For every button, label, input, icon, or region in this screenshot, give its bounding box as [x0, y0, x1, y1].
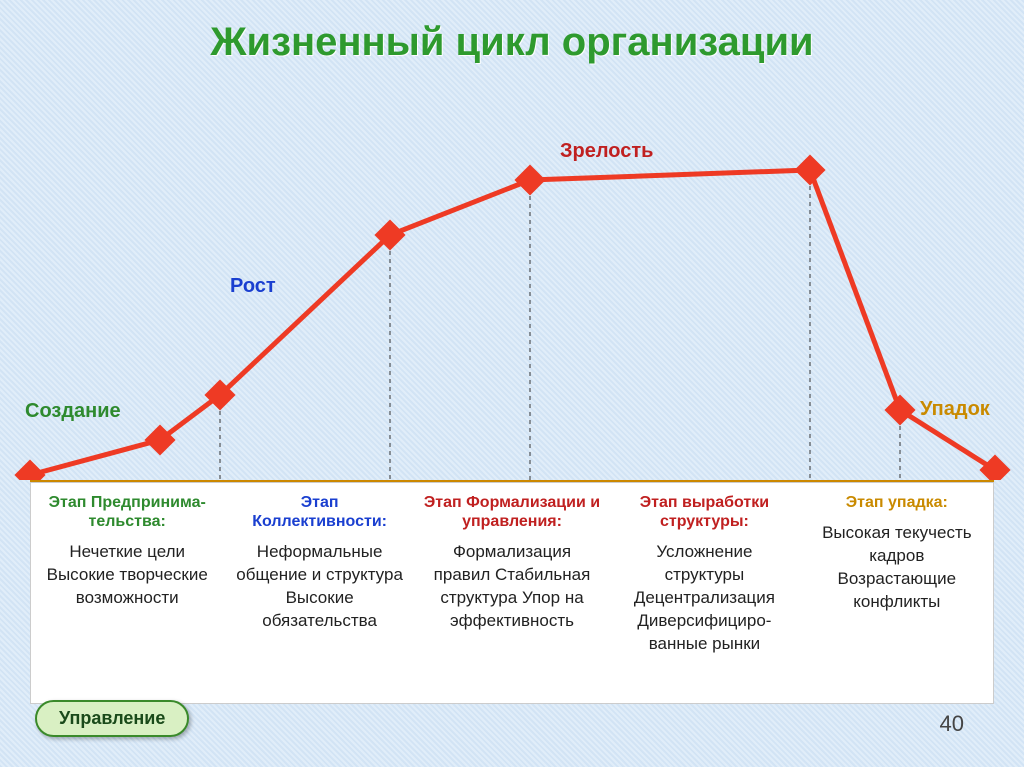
stage-label: Рост	[230, 275, 276, 298]
stage-label: Создание	[25, 400, 121, 423]
chart-marker	[884, 394, 915, 425]
stage-column: Этап упадка: Высокая текучесть кадров Воз…	[801, 483, 993, 703]
page-number: 40	[940, 711, 964, 737]
stage-column-title: Этап Коллективности:	[231, 493, 407, 531]
stage-column-body: Формализация правил Стабильная структура…	[424, 541, 600, 633]
stage-label: Упадок	[920, 398, 990, 421]
page-title: Жизненный цикл организации	[0, 20, 1024, 65]
chart-marker	[794, 154, 825, 185]
stages-table: Этап Предпринима-тельства: Нечеткие цели …	[30, 482, 994, 704]
stage-column: Этап Формализации и управления: Формализа…	[416, 483, 608, 703]
stage-column: Этап Предпринима-тельства: Нечеткие цели …	[31, 483, 223, 703]
stage-column-title: Этап упадка:	[809, 493, 985, 512]
stage-column-title: Этап выработки структуры:	[616, 493, 792, 531]
lifecycle-chart	[0, 80, 1024, 480]
stage-column-body: Высокая текучесть кадров Возрастающие ко…	[809, 522, 985, 614]
stage-column-body: Усложнение структуры Децентрализация Див…	[616, 541, 792, 656]
stage-column-title: Этап Предпринима-тельства:	[39, 493, 215, 531]
stage-column: Этап Коллективности: Неформальные общение…	[223, 483, 415, 703]
chart-marker	[979, 454, 1010, 480]
management-button[interactable]: Управление	[35, 700, 189, 737]
stage-label: Зрелость	[560, 140, 653, 163]
stage-column-body: Неформальные общение и структура Высокие…	[231, 541, 407, 633]
stage-column: Этап выработки структуры: Усложнение стру…	[608, 483, 800, 703]
stage-column-title: Этап Формализации и управления:	[424, 493, 600, 531]
stage-column-body: Нечеткие цели Высокие творческие возможн…	[39, 541, 215, 610]
chart-marker	[514, 164, 545, 195]
